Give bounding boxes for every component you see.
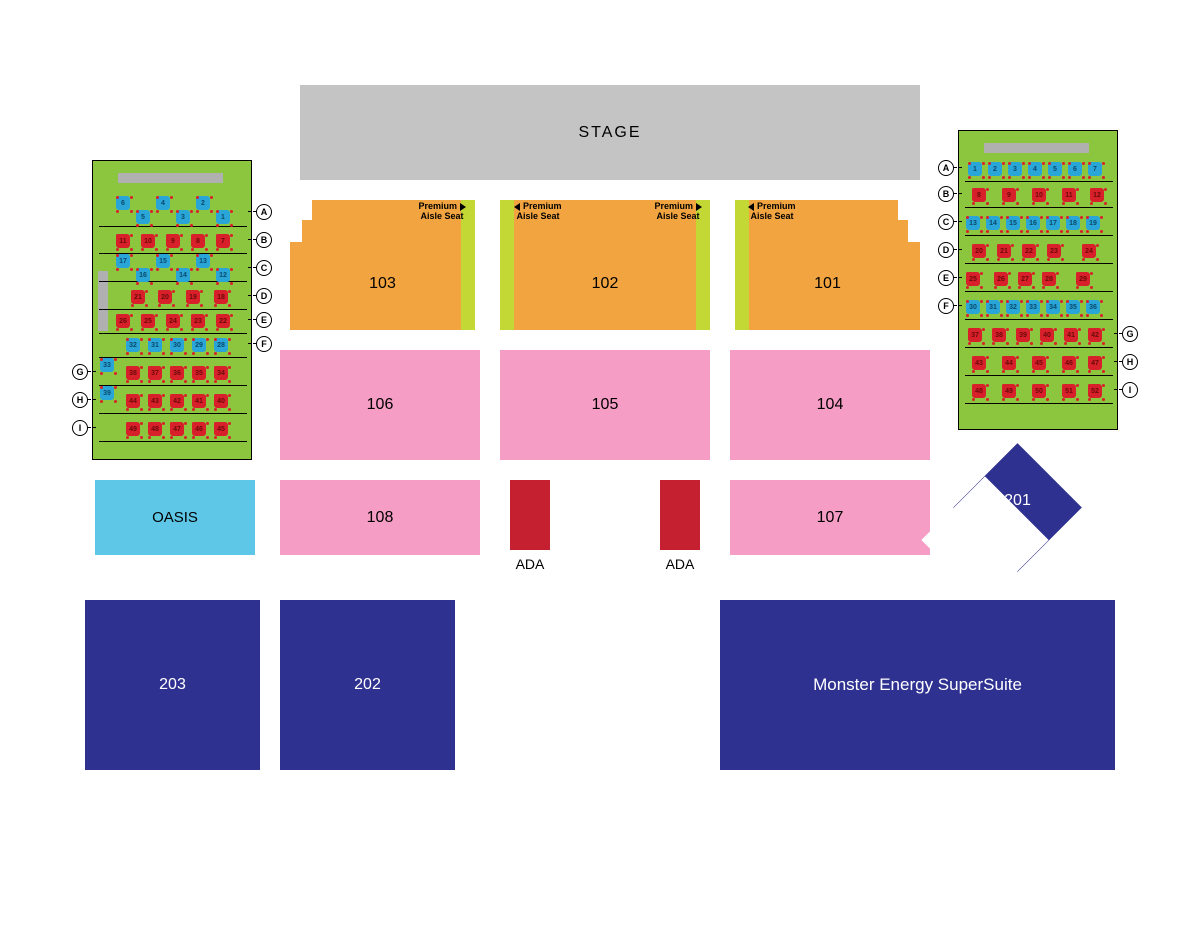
row-marker-G: G [1122,326,1138,342]
row-marker-B: B [938,186,954,202]
row-marker-F: F [256,336,272,352]
section-label: 201 [960,492,1075,510]
row-marker-A: A [256,204,272,220]
row-marker-B: B [256,232,272,248]
row-marker-E: E [256,312,272,328]
section-201[interactable]: 201 [960,450,1075,565]
left-seat-box: 6425311110987171513161412212019182625242… [92,160,252,460]
section-108[interactable]: 108 [280,480,480,555]
row-marker-A: A [938,160,954,176]
row-marker-C: C [938,214,954,230]
right-seat-box: 1234567891011121314151617181920212223242… [958,130,1118,430]
row-marker-I: I [1122,382,1138,398]
premium-aisle-label: PremiumAisle Seat [742,202,802,222]
ada-label: ADA [660,556,700,572]
row-marker-G: G [72,364,88,380]
row-marker-C: C [256,260,272,276]
ada-section-0[interactable] [510,480,550,550]
section-105[interactable]: 105 [500,350,710,460]
section-label: 101 [735,275,920,293]
row-marker-D: D [256,288,272,304]
oasis-section[interactable]: OASIS [95,480,255,555]
section-203[interactable]: 203 [85,600,260,770]
row-marker-I: I [72,420,88,436]
section-107[interactable]: 107 [730,480,930,555]
row-marker-D: D [938,242,954,258]
row-marker-E: E [938,270,954,286]
premium-aisle-label: Premium Aisle Seat [648,202,708,222]
section-106[interactable]: 106 [280,350,480,460]
seating-chart: STAGE 103 102 101 Premium Aisle Seat Premium… [0,0,1200,927]
ada-section-1[interactable] [660,480,700,550]
premium-aisle-label: PremiumAisle Seat [508,202,568,222]
section-label: 102 [500,275,710,293]
premium-aisle-label: Premium Aisle Seat [412,202,472,222]
section-202[interactable]: 202 [280,600,455,770]
row-marker-H: H [1122,354,1138,370]
row-marker-H: H [72,392,88,408]
row-marker-F: F [938,298,954,314]
supersuite[interactable]: Monster Energy SuperSuite [720,600,1115,770]
section-104[interactable]: 104 [730,350,930,460]
stage: STAGE [300,85,920,180]
section-label: 103 [290,275,475,293]
ada-label: ADA [510,556,550,572]
